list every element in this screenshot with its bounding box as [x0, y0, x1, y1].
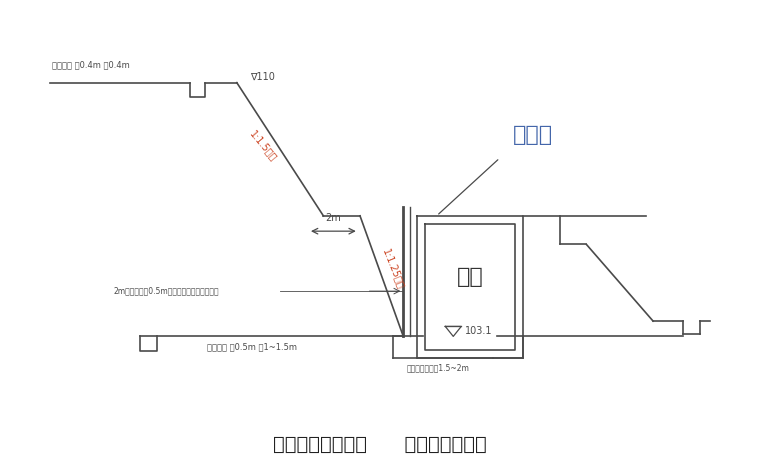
Text: 2m长木柩间距0.5m插入坡坡上用竹篾篮围拦: 2m长木柩间距0.5m插入坡坡上用竹篾篮围拦: [113, 287, 219, 295]
Text: 排水明沟 深0.5m 宽1~1.5m: 排水明沟 深0.5m 宽1~1.5m: [207, 342, 297, 351]
Text: 排水明沟 深0.4m 宽0.4m: 排水明沟 深0.4m 宽0.4m: [52, 60, 129, 69]
Text: 2m: 2m: [325, 213, 341, 223]
Text: ∇110: ∇110: [250, 71, 275, 81]
Text: 103.1: 103.1: [465, 326, 492, 336]
Text: 1:1.5坡坡: 1:1.5坡坡: [248, 129, 279, 163]
Text: 引水渠: 引水渠: [513, 125, 553, 144]
Text: 需要时增加松木桩      边坡加固示意图: 需要时增加松木桩 边坡加固示意图: [273, 435, 487, 454]
Text: 脚手架搭设宽度1.5~2m: 脚手架搭设宽度1.5~2m: [407, 363, 470, 372]
Text: 基坑: 基坑: [457, 267, 483, 287]
Text: 1:1.25坡坡: 1:1.25坡坡: [381, 248, 407, 291]
